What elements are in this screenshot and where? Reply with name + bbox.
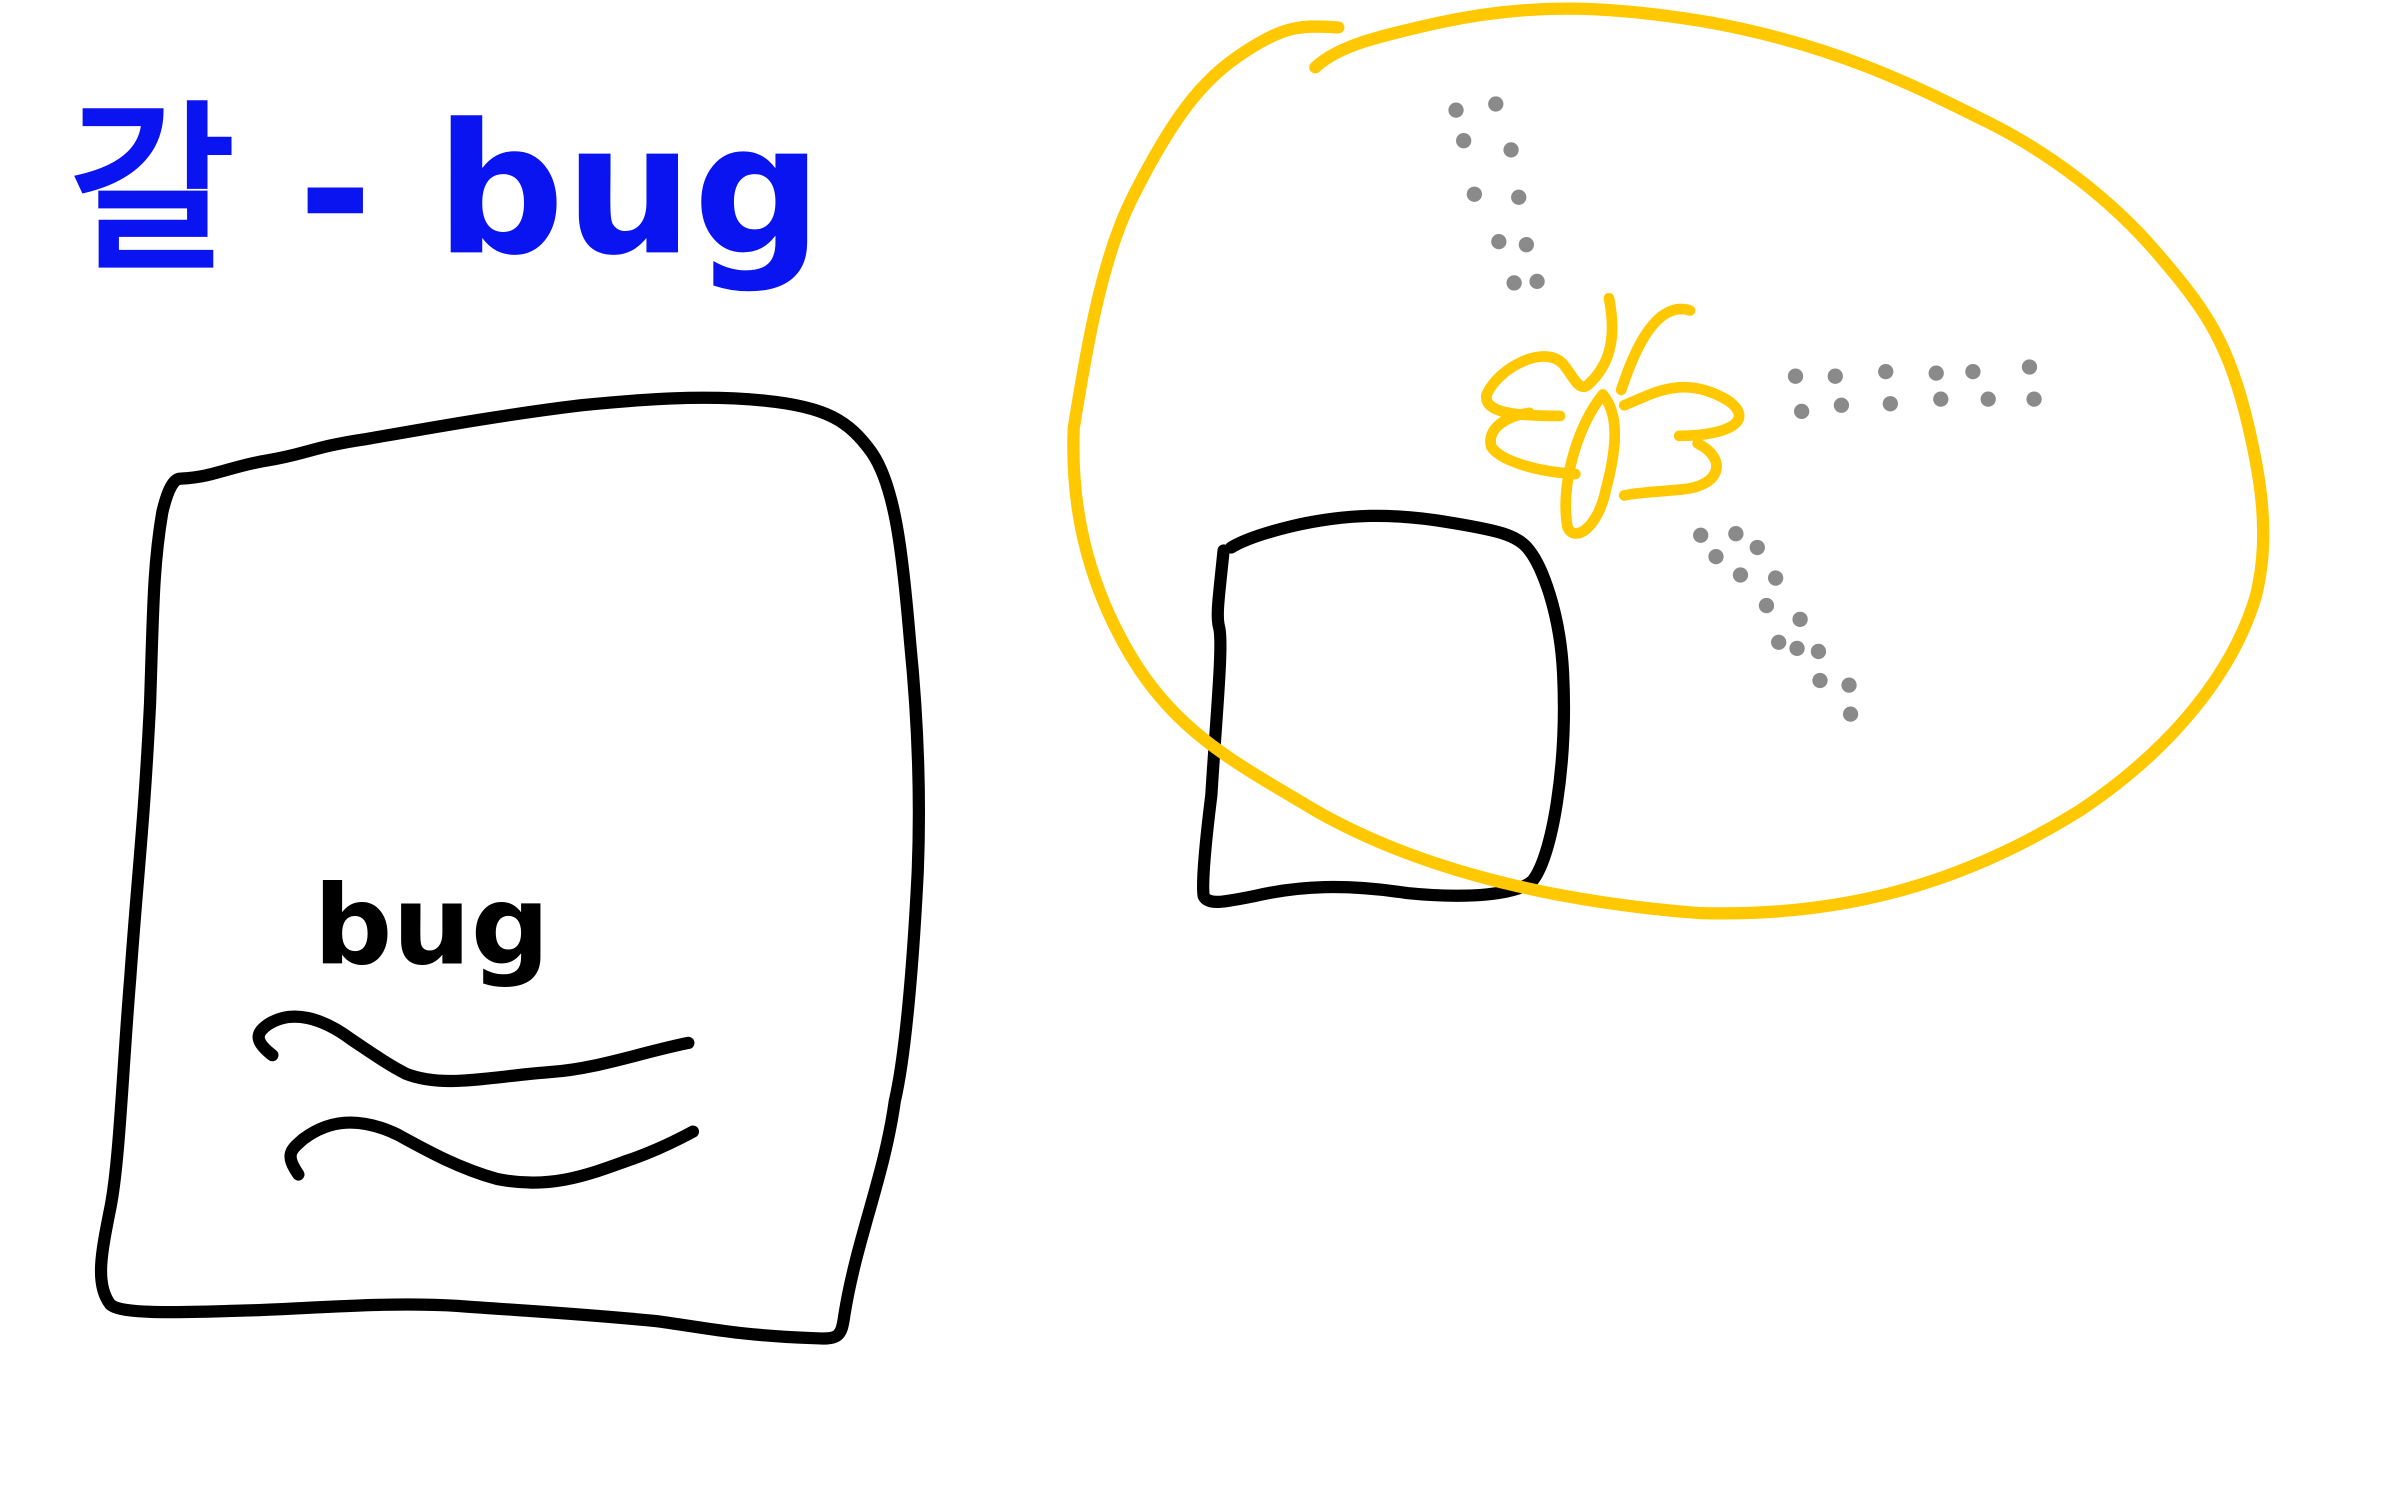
card-label: bug — [314, 861, 550, 989]
bug-doodle — [1481, 292, 1745, 539]
large-card — [94, 391, 926, 1345]
small-card — [1197, 509, 1571, 908]
motion-dots — [1448, 96, 2042, 722]
scribble-line — [284, 1116, 700, 1189]
highlight-loop — [1067, 2, 2270, 920]
handwritten-title: 갈 - bug — [69, 85, 822, 295]
scribble-line — [252, 1010, 695, 1088]
